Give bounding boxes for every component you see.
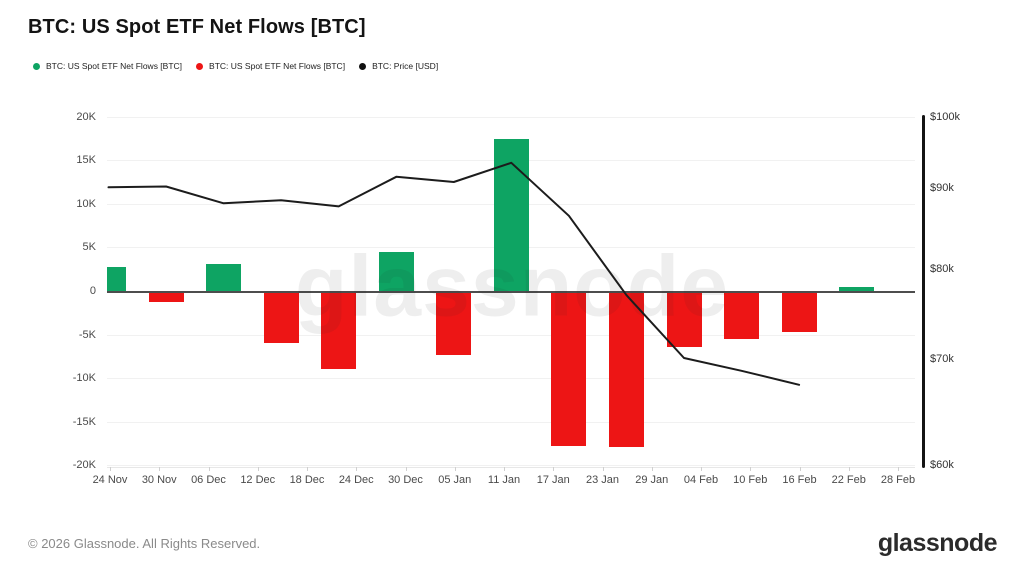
bars-layer bbox=[107, 0, 915, 576]
x-axis-tick-label: 18 Dec bbox=[289, 474, 325, 486]
x-axis-tick bbox=[553, 467, 555, 471]
x-axis-tick bbox=[848, 467, 850, 471]
left-axis-tick-label: -15K bbox=[72, 415, 96, 428]
x-axis-tick bbox=[110, 467, 111, 471]
x-axis-tick-label: 05 Jan bbox=[438, 474, 472, 486]
x-axis-tick bbox=[602, 467, 604, 471]
left-axis-tick-label: 0 bbox=[89, 285, 96, 297]
flow-bar-negative[interactable] bbox=[436, 291, 472, 356]
legend-item-price[interactable]: BTC: Price [USD] bbox=[359, 61, 438, 71]
x-axis-tick bbox=[307, 467, 308, 471]
flow-bar-negative[interactable] bbox=[724, 291, 760, 339]
x-axis-tick-label: 24 Nov bbox=[92, 474, 128, 486]
left-axis-tick-label: 5K bbox=[82, 241, 96, 254]
gridline bbox=[107, 465, 915, 467]
x-axis-tick bbox=[159, 467, 161, 471]
right-axis-tick-label: $80k bbox=[930, 262, 954, 275]
flow-bar-negative[interactable] bbox=[608, 291, 644, 447]
x-axis-tick bbox=[701, 467, 702, 471]
legend-black-dot-icon bbox=[359, 62, 367, 70]
legend-item-label: BTC: Price [USD] bbox=[372, 61, 439, 71]
x-axis-tick bbox=[454, 467, 456, 471]
legend-item-label: BTC: US Spot ETF Net Flows [BTC] bbox=[46, 61, 183, 71]
legend-item-netflows-negative[interactable]: BTC: US Spot ETF Net Flows [BTC] bbox=[196, 61, 345, 71]
x-axis-tick-label: 22 Feb bbox=[831, 474, 866, 486]
chart-title: BTC: US Spot ETF Net Flows [BTC] bbox=[28, 16, 366, 38]
flow-bar-positive[interactable] bbox=[378, 252, 414, 292]
left-axis-tick-label: -20K bbox=[72, 459, 96, 472]
legend: BTC: US Spot ETF Net Flows [BTC] BTC: US… bbox=[33, 61, 452, 71]
x-axis-tick-label: 10 Feb bbox=[733, 474, 768, 486]
left-axis-tick-label: -10K bbox=[72, 372, 96, 385]
x-axis-tick-label: 04 Feb bbox=[683, 474, 719, 486]
x-axis-tick bbox=[651, 467, 653, 471]
left-axis-tick-label: -5K bbox=[78, 328, 96, 341]
right-axis-tick-label: $60k bbox=[930, 458, 954, 471]
x-axis-tick bbox=[898, 467, 899, 471]
gridline bbox=[107, 116, 915, 118]
flow-bar-negative[interactable] bbox=[666, 291, 702, 348]
x-axis-tick bbox=[799, 467, 801, 471]
flow-bar-negative[interactable] bbox=[148, 291, 184, 302]
legend-item-netflows-positive[interactable]: BTC: US Spot ETF Net Flows [BTC] bbox=[33, 61, 182, 71]
x-axis-line bbox=[107, 467, 915, 468]
x-axis-tick-label: 24 Dec bbox=[338, 474, 374, 486]
flow-bar-positive[interactable] bbox=[493, 138, 529, 292]
x-axis-tick bbox=[356, 467, 358, 471]
flow-bar-negative[interactable] bbox=[781, 291, 817, 333]
x-axis-tick-label: 17 Jan bbox=[536, 474, 570, 486]
x-axis-tick-label: 29 Jan bbox=[635, 474, 669, 486]
left-axis-tick-label: 10K bbox=[76, 197, 96, 210]
legend-green-dot-icon bbox=[33, 62, 40, 70]
x-axis-tick bbox=[208, 467, 210, 471]
x-axis-tick-label: 28 Feb bbox=[880, 474, 916, 486]
legend-item-label: BTC: US Spot ETF Net Flows [BTC] bbox=[209, 61, 346, 71]
copyright-text: © 2026 Glassnode. All Rights Reserved. bbox=[28, 536, 261, 551]
flow-bar-positive[interactable] bbox=[107, 267, 126, 292]
x-axis-tick-label: 06 Dec bbox=[191, 474, 226, 486]
legend-red-dot-icon bbox=[196, 62, 204, 70]
gridline bbox=[107, 421, 915, 423]
flow-bar-negative[interactable] bbox=[551, 291, 587, 446]
x-axis-tick bbox=[405, 467, 407, 471]
x-axis-tick bbox=[257, 467, 259, 471]
flow-bar-negative[interactable] bbox=[321, 291, 357, 370]
x-axis-tick-label: 16 Feb bbox=[782, 474, 817, 486]
flow-bar-positive[interactable] bbox=[839, 287, 875, 292]
x-axis-tick bbox=[504, 467, 505, 471]
left-axis-tick-label: 20K bbox=[76, 110, 96, 123]
x-axis-tick-label: 11 Jan bbox=[487, 474, 521, 486]
flow-bar-negative[interactable] bbox=[263, 291, 299, 343]
x-axis-tick bbox=[750, 467, 752, 471]
right-axis-tick-label: $90k bbox=[930, 182, 954, 195]
x-axis-tick-label: 23 Jan bbox=[585, 474, 620, 486]
zero-axis-line bbox=[107, 290, 915, 293]
right-axis-tick-label: $100k bbox=[930, 110, 960, 123]
left-axis-tick-label: 15K bbox=[76, 154, 96, 167]
x-axis-tick-label: 30 Dec bbox=[388, 474, 423, 486]
x-axis-tick-label: 12 Dec bbox=[240, 474, 276, 486]
flow-bar-positive[interactable] bbox=[206, 263, 242, 292]
price-axis-line bbox=[922, 115, 925, 468]
glassnode-logo: glassnode bbox=[877, 529, 998, 557]
right-axis-tick-label: $70k bbox=[930, 353, 954, 366]
x-axis-tick-label: 30 Nov bbox=[141, 474, 177, 486]
